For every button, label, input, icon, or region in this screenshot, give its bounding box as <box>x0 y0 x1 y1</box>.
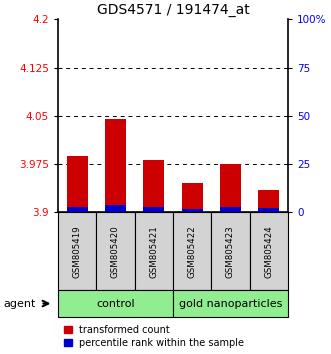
Text: GSM805419: GSM805419 <box>72 225 82 278</box>
Bar <box>173 290 288 317</box>
Text: GSM805421: GSM805421 <box>149 225 158 278</box>
Bar <box>105 205 126 212</box>
Bar <box>250 212 288 290</box>
Legend: transformed count, percentile rank within the sample: transformed count, percentile rank withi… <box>63 324 245 349</box>
Text: gold nanoparticles: gold nanoparticles <box>179 298 282 309</box>
Bar <box>96 212 135 290</box>
Bar <box>211 212 250 290</box>
Bar <box>143 160 164 212</box>
Bar <box>58 212 96 290</box>
Title: GDS4571 / 191474_at: GDS4571 / 191474_at <box>97 3 249 17</box>
Bar <box>258 190 279 212</box>
Bar <box>67 156 88 212</box>
Text: GSM805424: GSM805424 <box>264 225 273 278</box>
Bar <box>220 164 241 212</box>
Bar <box>67 207 88 212</box>
Text: control: control <box>96 298 135 309</box>
Text: GSM805423: GSM805423 <box>226 225 235 278</box>
Bar <box>182 209 203 212</box>
Bar <box>105 119 126 212</box>
Bar <box>58 290 173 317</box>
Text: agent: agent <box>3 298 36 309</box>
Bar <box>182 183 203 212</box>
Bar <box>258 208 279 212</box>
Bar <box>135 212 173 290</box>
Text: GSM805420: GSM805420 <box>111 225 120 278</box>
Bar <box>143 207 164 212</box>
Bar <box>220 207 241 212</box>
Text: GSM805422: GSM805422 <box>188 225 197 278</box>
Bar <box>173 212 211 290</box>
